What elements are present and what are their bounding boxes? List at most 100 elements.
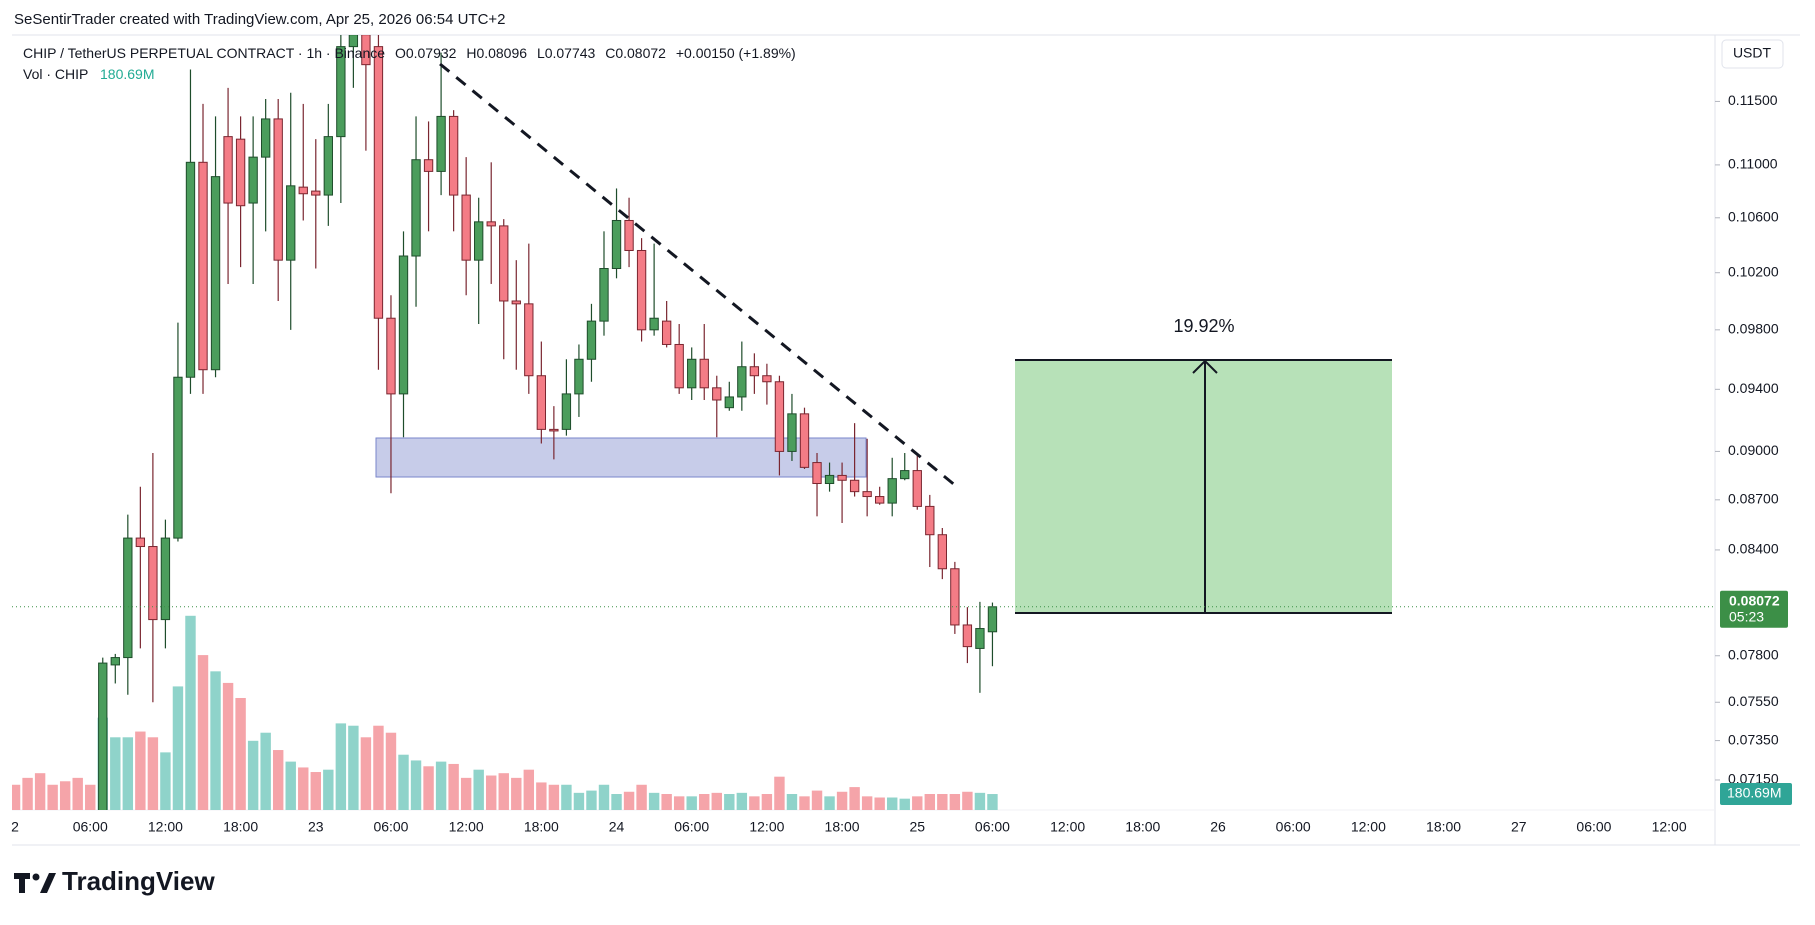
volume-bar (110, 737, 121, 810)
candle-body (248, 156, 258, 204)
currency-box[interactable] (1721, 39, 1784, 69)
x-tick-label: 23 (308, 819, 324, 835)
volume-bar (34, 773, 46, 810)
candle-body (925, 505, 935, 536)
candle-body (749, 366, 760, 377)
x-tick-label: 12:00 (449, 819, 484, 835)
volume-bar (648, 792, 660, 810)
volume-bar (861, 796, 873, 810)
candle-body (661, 320, 672, 345)
volume-bar (886, 797, 898, 810)
candle-body (987, 606, 998, 633)
candle-body (286, 185, 296, 261)
candle-body (223, 136, 233, 204)
currency[interactable]: USDT (1733, 45, 1772, 61)
x-tick-label: 12:00 (148, 819, 183, 835)
candle-body (674, 343, 684, 389)
x-tick-label: 25 (909, 819, 925, 835)
candle-body (436, 115, 446, 172)
volume-bar (636, 784, 647, 810)
logo-text: TradingView (62, 866, 215, 896)
volume-bar (247, 740, 259, 810)
candle-body (962, 624, 973, 648)
last-price: 0.08072 (1729, 593, 1780, 609)
candle-body (336, 46, 346, 138)
volume-bar (724, 794, 735, 810)
volume-bar (699, 794, 710, 810)
candle-body (411, 159, 421, 257)
x-tick-label: 12:00 (1351, 819, 1386, 835)
candle-body (900, 470, 910, 480)
x-tick-label: 06:00 (73, 819, 108, 835)
y-tick-label: 0.08400 (1728, 541, 1779, 557)
candle-body (474, 221, 484, 261)
x-tick-label: 26 (1210, 819, 1226, 835)
y-tick-label: 0.09000 (1728, 442, 1779, 458)
y-tick-label: 0.07550 (1728, 693, 1779, 709)
y-tick-label: 0.09400 (1728, 380, 1779, 396)
volume-bar (147, 737, 159, 810)
volume-bar (573, 792, 585, 810)
header-title: SeSentirTrader created with TradingView.… (14, 11, 506, 28)
candle-body (373, 46, 384, 319)
volume-bar (811, 790, 823, 810)
volume-bar (185, 615, 196, 810)
candle-body (536, 375, 547, 430)
volume-bar (774, 776, 785, 810)
legend-line: CHIP / TetherUS PERPETUAL CONTRACT · 1h … (23, 45, 796, 61)
volume-bar (849, 787, 860, 810)
candle-body (361, 35, 371, 66)
candle-body (624, 219, 634, 251)
volume-bar (673, 796, 685, 810)
volume-bar (410, 760, 422, 810)
y-tick-label: 0.07150 (1728, 771, 1779, 787)
volume-bar (285, 761, 296, 810)
candle-body (173, 376, 183, 539)
candle-body (561, 393, 572, 430)
candle-body (937, 534, 947, 570)
volume-bar (460, 777, 472, 810)
candle-body (549, 428, 559, 432)
candle-body (160, 537, 171, 621)
volume-bar (974, 792, 986, 810)
volume-bar (736, 792, 748, 810)
volume-bar (348, 725, 359, 810)
volume-bar (661, 794, 672, 810)
logo: TradingView (14, 866, 215, 896)
volume-bar (824, 796, 835, 810)
volume-bar (749, 796, 760, 810)
legend-symbol: CHIP / TetherUS PERPETUAL CONTRACT · 1h … (23, 45, 385, 61)
x-tick-label: 2 (11, 819, 19, 835)
x-tick-label: 27 (1511, 819, 1527, 835)
volume-bar (686, 796, 697, 810)
volume-bar (836, 791, 848, 810)
volume-bar (586, 790, 597, 810)
legend-close: C0.08072 (605, 45, 666, 61)
volume-bar (135, 731, 146, 810)
legend-high: H0.08096 (466, 45, 527, 61)
volume-name: Vol · CHIP (23, 66, 88, 82)
volume-bar (59, 781, 71, 810)
volume-bar (210, 671, 221, 810)
candle-body (386, 317, 396, 395)
countdown: 05:23 (1729, 609, 1764, 625)
position-label: 19.92% (1173, 316, 1234, 336)
volume-bar (222, 682, 234, 810)
volume-bar (373, 725, 384, 810)
candle-body (912, 470, 922, 507)
volume-bar (335, 723, 347, 810)
candle-body (524, 303, 534, 377)
volume-label-box (1720, 783, 1792, 806)
candle-body (849, 479, 860, 493)
volume-bar (523, 769, 535, 810)
candle-body (649, 317, 659, 331)
candle-body (311, 190, 321, 196)
candle-body (875, 496, 885, 504)
candle-body (235, 138, 246, 207)
volume-pane (12, 615, 998, 810)
volume-bar (937, 794, 948, 810)
candle-body (687, 358, 697, 389)
candle-body (185, 161, 196, 378)
candle-body (824, 474, 835, 485)
